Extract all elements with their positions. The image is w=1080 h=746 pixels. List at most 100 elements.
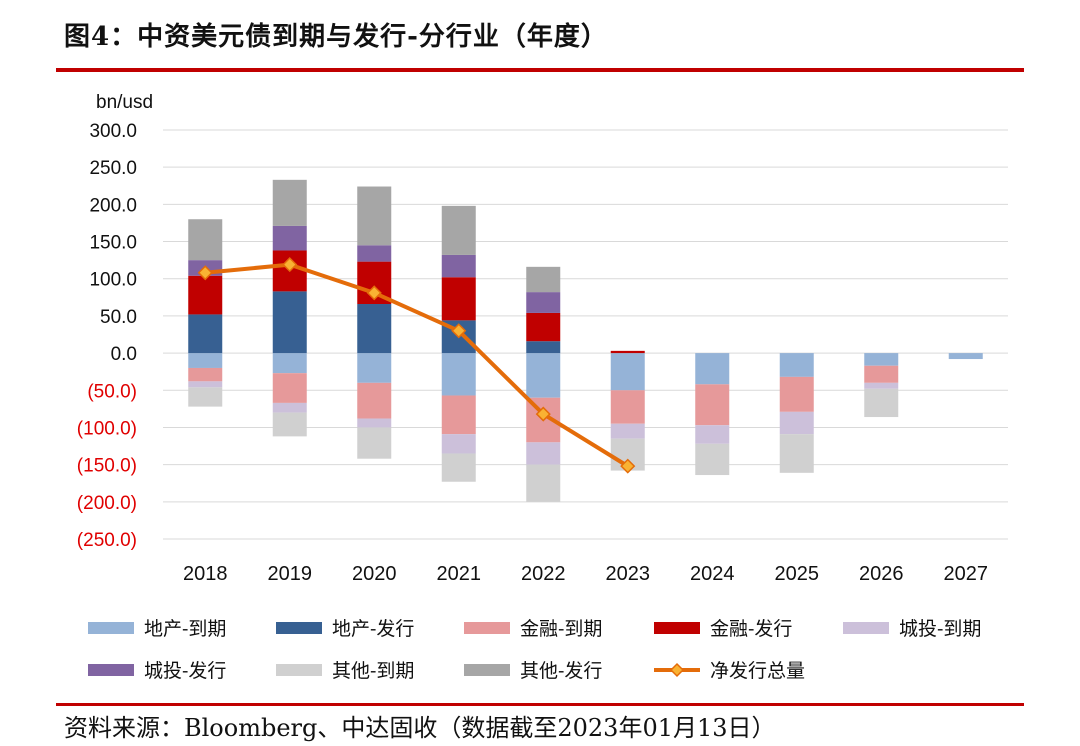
net-issuance-point: [620, 458, 636, 474]
bar-segment: [357, 304, 392, 354]
bar-segment: [357, 382, 392, 419]
top-rule: [56, 68, 1024, 72]
bar-segment: [441, 254, 476, 278]
legend-label: 净发行总量: [710, 660, 805, 682]
bar-segment: [188, 381, 223, 388]
x-tick-label: 2021: [437, 563, 482, 585]
legend-label: 其他-发行: [520, 660, 602, 682]
bar-segment: [441, 395, 476, 435]
bar-segment: [526, 292, 561, 313]
x-tick-label: 2027: [944, 563, 989, 585]
bar-segment: [526, 442, 561, 465]
bar-segment: [526, 353, 561, 398]
legend-marker: [669, 662, 685, 678]
chart-title: 图4：中资美元债到期与发行-分行业（年度）: [64, 22, 608, 52]
bar-segment: [864, 353, 899, 366]
legend-label: 金融-发行: [710, 618, 792, 640]
y-tick-label: 300.0: [89, 121, 137, 142]
source-note: 资料来源：Bloomberg、中达固收（数据截至2023年01月13日）: [64, 714, 776, 742]
bar-segment: [526, 266, 561, 293]
y-tick-label: (50.0): [87, 381, 137, 402]
bar-segment: [695, 443, 730, 476]
y-tick-label: (250.0): [77, 530, 137, 551]
bar-segment: [188, 314, 223, 354]
bar-segment: [779, 376, 814, 412]
legend-label: 金融-到期: [520, 618, 602, 640]
bar-segment: [864, 365, 899, 383]
bar-segment: [272, 353, 307, 374]
bar-segment: [357, 418, 392, 428]
bar-segment: [188, 367, 223, 382]
net-issuance-point: [197, 265, 213, 281]
y-tick-label: 150.0: [89, 233, 137, 254]
net-issuance-point: [451, 323, 467, 339]
bar-segment: [357, 245, 392, 262]
bar-segment: [272, 179, 307, 226]
bar-segment: [610, 390, 645, 424]
bar-segment: [357, 427, 392, 459]
x-tick-label: 2024: [690, 563, 735, 585]
legend-swatch: [464, 622, 510, 634]
x-tick-label: 2018: [183, 563, 228, 585]
y-axis-unit: bn/usd: [96, 92, 153, 113]
bar-segment: [526, 464, 561, 502]
bar-segment: [610, 350, 645, 354]
x-tick-label: 2020: [352, 563, 397, 585]
x-tick-label: 2026: [859, 563, 904, 585]
bar-segment: [441, 277, 476, 321]
net-issuance-point: [366, 285, 382, 301]
bar-segment: [272, 402, 307, 413]
bar-segment: [272, 412, 307, 437]
y-tick-label: (200.0): [77, 493, 137, 514]
legend-swatch: [276, 622, 322, 634]
bar-segment: [864, 388, 899, 418]
bar-segment: [357, 186, 392, 246]
bar-segment: [188, 353, 223, 368]
legend-label: 地产-发行: [332, 618, 414, 640]
y-tick-label: 200.0: [89, 195, 137, 216]
net-issuance-point: [535, 406, 551, 422]
legend-swatch: [843, 622, 889, 634]
bar-segment: [441, 434, 476, 454]
y-tick-label: 0.0: [111, 344, 137, 365]
legend-label: 城投-到期: [899, 618, 981, 640]
y-tick-label: 50.0: [100, 307, 137, 328]
legend-label: 其他-到期: [332, 660, 414, 682]
y-tick-label: (100.0): [77, 418, 137, 439]
legend-swatch: [654, 622, 700, 634]
bar-segment: [272, 291, 307, 354]
bar-segment: [610, 353, 645, 391]
x-tick-label: 2025: [775, 563, 820, 585]
y-tick-label: (150.0): [77, 456, 137, 477]
bar-segment: [695, 425, 730, 444]
bar-segment: [441, 353, 476, 396]
y-tick-label: 100.0: [89, 270, 137, 291]
legend-swatch: [88, 664, 134, 676]
legend-swatch: [464, 664, 510, 676]
bar-segment: [779, 411, 814, 435]
bar-segment: [441, 205, 476, 255]
legend-label: 地产-到期: [144, 618, 226, 640]
bar-segment: [272, 373, 307, 403]
bar-segment: [779, 353, 814, 377]
net-issuance-point: [282, 257, 298, 273]
x-tick-label: 2022: [521, 563, 566, 585]
bar-segment: [610, 423, 645, 439]
y-tick-label: 250.0: [89, 158, 137, 179]
bar-segment: [526, 341, 561, 354]
legend-swatch: [88, 622, 134, 634]
net-issuance-line: [205, 262, 629, 468]
bar-segment: [779, 434, 814, 473]
bar-segment: [188, 219, 223, 261]
bar-segment: [948, 353, 983, 360]
legend-label: 城投-发行: [144, 660, 226, 682]
x-tick-label: 2019: [268, 563, 313, 585]
bar-segment: [357, 353, 392, 383]
bar-segment: [441, 453, 476, 482]
x-tick-label: 2023: [606, 563, 651, 585]
bar-segment: [695, 353, 730, 385]
bottom-rule: [56, 703, 1024, 706]
bar-segment: [864, 382, 899, 389]
bar-segment: [526, 312, 561, 342]
